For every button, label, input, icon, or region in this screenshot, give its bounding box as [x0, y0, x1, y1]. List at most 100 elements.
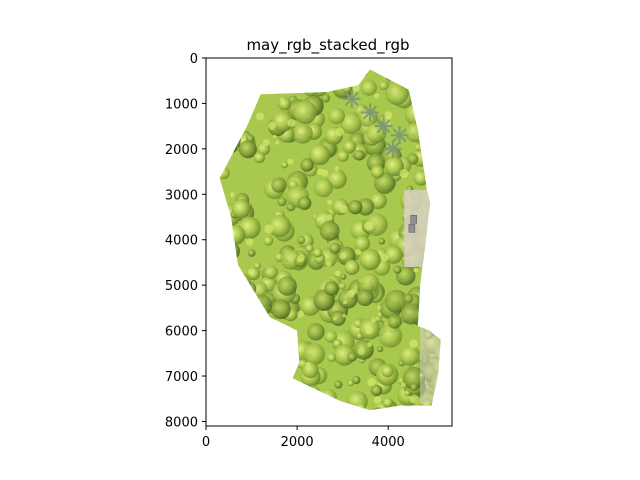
tree-crown	[324, 281, 339, 296]
crown-highlight	[326, 214, 333, 221]
crown-highlight	[248, 268, 255, 275]
palm-tree	[374, 117, 393, 136]
tree-crown	[328, 107, 345, 125]
parked-vehicles	[408, 215, 417, 233]
x-tick-label: 4000	[372, 435, 405, 450]
tree-crown	[382, 397, 393, 408]
x-tick-label: 2000	[281, 435, 314, 450]
tree-crown	[313, 248, 323, 258]
palm-tree	[342, 89, 361, 108]
crown-highlight	[255, 112, 264, 121]
tree-crown	[378, 324, 403, 348]
x-axis: 0 2000 4000	[202, 426, 405, 450]
tree-crown	[352, 376, 361, 385]
crown-highlight	[339, 252, 347, 260]
crown-highlight	[342, 313, 346, 318]
tree-crown	[353, 149, 365, 161]
y-tick-label: 2000	[165, 143, 198, 158]
y-tick-label: 0	[190, 52, 198, 67]
tree-crown	[347, 379, 355, 387]
tree-crown	[385, 82, 409, 106]
tree-crown	[238, 140, 257, 159]
crown-highlight	[327, 199, 333, 205]
tree-crown	[231, 199, 251, 219]
crown-highlight	[373, 396, 382, 404]
crown-highlight	[367, 342, 373, 347]
tree-crown	[277, 97, 292, 111]
vehicle	[410, 215, 417, 224]
crown-highlight	[230, 192, 235, 198]
tree-crown	[340, 273, 347, 280]
crown-highlight	[409, 394, 419, 404]
tree-crown	[340, 112, 362, 135]
crown-highlight	[367, 377, 376, 387]
x-tick-label: 0	[202, 435, 210, 450]
tree-crown	[356, 289, 374, 306]
palm-tree	[383, 139, 402, 158]
tree-crown	[334, 380, 343, 389]
crown-highlight	[377, 305, 382, 310]
tree-crown	[360, 79, 377, 96]
tree-crown	[319, 220, 340, 241]
tree-crown	[377, 345, 384, 353]
tree-crown	[369, 192, 387, 210]
tree-crown	[264, 265, 278, 280]
y-axis: 0 1000 2000 3000 4000 5000 6000 7000 8000	[165, 52, 206, 430]
tree-crown	[344, 259, 360, 275]
tree-crown	[268, 214, 291, 238]
crown-highlight	[335, 127, 344, 137]
tree-crown	[330, 310, 346, 326]
tree-crown	[281, 161, 288, 168]
tree-crown	[359, 273, 380, 293]
crown-highlight	[297, 254, 305, 262]
y-tick-label: 1000	[165, 97, 198, 112]
crown-highlight	[245, 238, 254, 246]
tree-crown	[277, 276, 297, 296]
crown-highlight	[262, 139, 270, 147]
crown-highlight	[347, 289, 355, 298]
tree-crown	[354, 235, 371, 252]
tree-crown	[253, 262, 261, 270]
crown-highlight	[264, 224, 274, 234]
tree-crown	[253, 152, 265, 164]
tree-crown	[313, 178, 333, 198]
y-tick-label: 5000	[165, 279, 198, 294]
tree-crown	[381, 364, 394, 378]
crown-highlight	[401, 382, 406, 387]
tree-crown	[404, 389, 411, 397]
crown-highlight	[334, 166, 340, 172]
crown-highlight	[280, 97, 284, 101]
tree-crown	[410, 383, 418, 392]
tree-crown	[321, 93, 331, 103]
tree-crown	[387, 314, 403, 329]
y-tick-label: 8000	[165, 415, 198, 430]
crown-highlight	[325, 261, 332, 267]
crown-highlight	[347, 143, 351, 148]
tree-crown	[400, 303, 423, 325]
tree-crown	[263, 235, 274, 246]
crown-highlight	[409, 339, 418, 349]
tree-crown	[347, 352, 357, 362]
crown-highlight	[365, 326, 373, 335]
tree-crown	[303, 343, 326, 366]
tree-crown	[374, 315, 382, 323]
tree-crown	[378, 238, 386, 245]
tree-crown	[364, 213, 388, 237]
palm-trees	[342, 89, 409, 158]
tree-crown	[327, 352, 337, 363]
crown-highlight	[268, 122, 276, 130]
palm-tree	[360, 103, 380, 122]
tree-crown	[293, 100, 317, 125]
y-tick-label: 6000	[165, 325, 198, 340]
tree-crown	[271, 299, 291, 320]
crown-highlight	[374, 93, 380, 99]
crown-highlight	[334, 270, 341, 277]
tree-crown	[384, 245, 403, 264]
tree-crown	[378, 80, 389, 91]
tree-crown	[297, 235, 306, 245]
crown-highlight	[370, 317, 376, 323]
crown-highlight	[275, 140, 280, 145]
tree-crown	[307, 323, 325, 341]
tree-crown	[370, 165, 385, 179]
